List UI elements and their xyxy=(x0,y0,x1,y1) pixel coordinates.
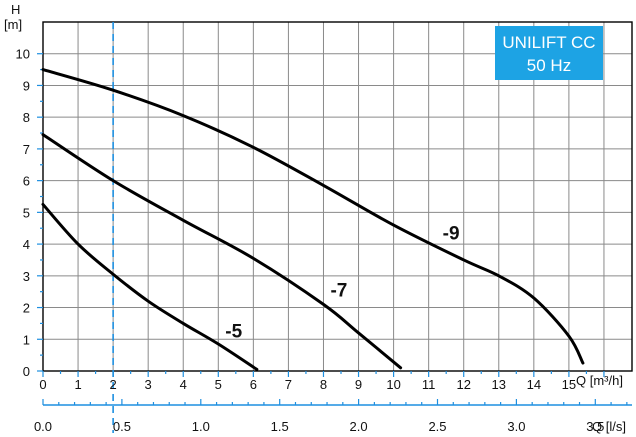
x2-tick-label: 2.0 xyxy=(350,419,368,434)
curve-minus5 xyxy=(41,202,259,371)
x-tick-label: 0 xyxy=(39,377,46,392)
y-tick-label: 6 xyxy=(23,174,30,189)
x-tick-label: 8 xyxy=(320,377,327,392)
x2-tick-label: 3.0 xyxy=(507,419,525,434)
y-tick-label: 5 xyxy=(23,205,30,220)
y-axis-tick-labels: 0 1 2 3 4 5 6 7 8 9 10 xyxy=(16,47,43,379)
x2-tick-label: 1.5 xyxy=(271,419,289,434)
curve-minus9 xyxy=(41,68,585,365)
y-tick-label: 8 xyxy=(23,110,30,125)
x-tick-label: 7 xyxy=(285,377,292,392)
x2-tick-label: 3.5 xyxy=(586,419,604,434)
y-axis-label-unit: [m] xyxy=(4,17,22,32)
y-tick-label: 0 xyxy=(23,364,30,379)
x-tick-label: 3 xyxy=(145,377,152,392)
x-tick-label: 9 xyxy=(355,377,362,392)
x-axis-primary-tick-labels: 0 1 2 3 4 5 6 7 8 9 10 11 12 13 14 15 xyxy=(39,371,605,392)
y-tick-label: 1 xyxy=(23,332,30,347)
y-tick-label: 3 xyxy=(23,269,30,284)
y-tick-label: 4 xyxy=(23,237,30,252)
title-box-line1: UNILIFT CC xyxy=(502,33,595,52)
x-axis-primary-label: Q [m³/h] xyxy=(576,373,623,388)
grid-lines xyxy=(43,22,632,371)
x-tick-label: 12 xyxy=(456,377,470,392)
x-axis-secondary-tick-labels: 0.00.51.01.52.02.53.03.54.0 xyxy=(34,399,628,434)
x2-tick-label: 0.5 xyxy=(113,419,131,434)
x2-tick-label: 1.0 xyxy=(192,419,210,434)
x2-tick-label: 2.5 xyxy=(428,419,446,434)
title-box-line2: 50 Hz xyxy=(527,56,571,75)
series-curves xyxy=(41,68,585,371)
x-tick-label: 4 xyxy=(180,377,187,392)
x2-tick-label: 0.0 xyxy=(34,419,52,434)
title-box: UNILIFT CC 50 Hz xyxy=(495,26,603,80)
curve-label: -7 xyxy=(330,280,347,301)
x-axis-secondary-label: Q [l/s] xyxy=(592,419,626,434)
x-tick-label: 1 xyxy=(74,377,81,392)
x-tick-label: 14 xyxy=(527,377,541,392)
x-tick-label: 2 xyxy=(110,377,117,392)
x-tick-label: 11 xyxy=(422,377,436,392)
x-tick-label: 15 xyxy=(562,377,576,392)
x-tick-label: 10 xyxy=(386,377,400,392)
curve-minus7 xyxy=(41,133,403,370)
curve-label: -5 xyxy=(225,322,242,343)
x-tick-label: 13 xyxy=(492,377,506,392)
y-tick-label: 7 xyxy=(23,142,30,157)
y-tick-label: 2 xyxy=(23,301,30,316)
y-tick-label: 9 xyxy=(23,78,30,93)
x-tick-label: 5 xyxy=(215,377,222,392)
y-tick-label: 10 xyxy=(16,47,30,62)
y-axis-label-h: H xyxy=(11,2,20,17)
x-tick-label: 6 xyxy=(250,377,257,392)
curve-label: -9 xyxy=(443,223,460,244)
curve-labels: -9 -7 -5 xyxy=(225,223,459,342)
title-box-background xyxy=(495,26,603,80)
